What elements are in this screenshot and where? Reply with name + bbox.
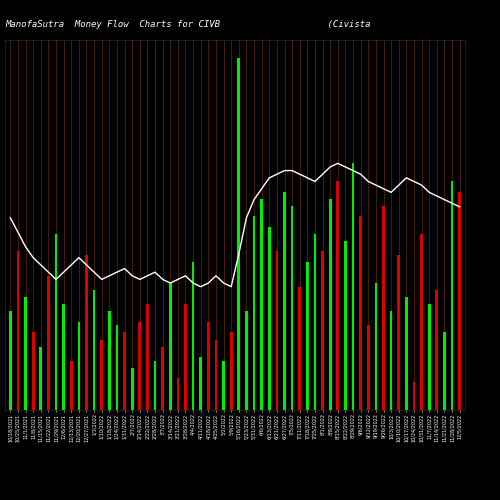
Bar — [230, 332, 232, 410]
Bar — [169, 283, 172, 410]
Bar — [162, 346, 164, 410]
Bar — [108, 312, 110, 410]
Bar — [207, 322, 210, 410]
Bar — [200, 357, 202, 410]
Bar — [146, 304, 149, 410]
Bar — [222, 360, 225, 410]
Bar — [24, 297, 27, 410]
Bar — [360, 216, 362, 410]
Bar — [398, 255, 400, 410]
Bar — [116, 326, 118, 410]
Bar — [428, 304, 430, 410]
Bar — [184, 304, 187, 410]
Bar — [54, 234, 58, 410]
Bar — [390, 312, 392, 410]
Bar — [336, 181, 339, 410]
Bar — [283, 192, 286, 410]
Bar — [192, 262, 194, 410]
Bar — [214, 340, 218, 410]
Bar — [16, 252, 20, 410]
Bar — [321, 252, 324, 410]
Bar — [344, 241, 347, 410]
Bar — [123, 332, 126, 410]
Bar — [298, 286, 301, 410]
Bar — [32, 332, 34, 410]
Bar — [412, 382, 416, 410]
Bar — [138, 322, 141, 410]
Bar — [367, 326, 370, 410]
Bar — [176, 378, 179, 410]
Bar — [291, 206, 294, 410]
Bar — [62, 304, 65, 410]
Bar — [252, 216, 256, 410]
Bar — [405, 297, 407, 410]
Bar — [238, 58, 240, 410]
Bar — [78, 322, 80, 410]
Bar — [131, 368, 134, 410]
Bar — [245, 312, 248, 410]
Bar — [329, 198, 332, 410]
Bar — [268, 227, 270, 410]
Bar — [314, 234, 316, 410]
Bar — [93, 290, 96, 410]
Bar — [100, 340, 103, 410]
Bar — [374, 283, 377, 410]
Bar — [85, 255, 88, 410]
Bar — [260, 198, 263, 410]
Bar — [70, 360, 72, 410]
Bar — [47, 276, 50, 410]
Bar — [458, 192, 461, 410]
Bar — [40, 346, 42, 410]
Bar — [306, 262, 308, 410]
Bar — [420, 234, 423, 410]
Bar — [443, 332, 446, 410]
Bar — [436, 290, 438, 410]
Bar — [9, 312, 12, 410]
Bar — [154, 360, 156, 410]
Bar — [276, 252, 278, 410]
Bar — [352, 164, 354, 410]
Bar — [382, 206, 385, 410]
Text: ManofaSutra  Money Flow  Charts for CIVB                    (Civista            : ManofaSutra Money Flow Charts for CIVB (… — [5, 20, 500, 29]
Bar — [450, 181, 454, 410]
